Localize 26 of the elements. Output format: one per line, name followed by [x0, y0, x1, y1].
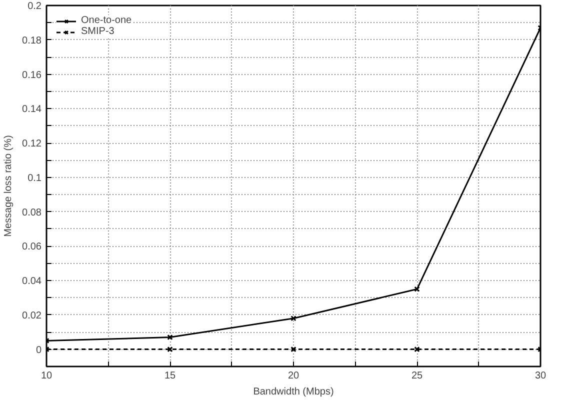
legend-label: SMIP-3: [81, 26, 114, 37]
y-tick-label: 0: [36, 344, 42, 356]
y-axis-title: Message loss ratio (%): [3, 135, 14, 237]
point: [290, 346, 296, 352]
x-tick-label: 25: [411, 370, 423, 382]
y-tick-label: 0.16: [22, 70, 42, 81]
x-axis-title: Bandwidth (Mbps): [253, 386, 334, 398]
point: [167, 346, 173, 352]
y-tick-label: 0.18: [22, 35, 42, 46]
y-tick-label: 0.2: [28, 1, 42, 12]
y-tick-label: 0.02: [22, 310, 42, 322]
x-tick-label: 30: [534, 370, 546, 382]
point: [290, 315, 296, 322]
x-tick-label: 10: [40, 370, 52, 382]
point: [414, 286, 420, 292]
y-tick-label: 0.14: [22, 104, 42, 116]
y-tick-label: 0.06: [22, 242, 42, 253]
legend-label: One-to-one: [81, 15, 132, 26]
y-tick-label: 0.1: [28, 172, 42, 184]
x-tick-label: 15: [164, 370, 176, 382]
y-tick-label: 0.12: [22, 138, 42, 150]
point: [167, 334, 173, 340]
y-tick-label: 0.08: [22, 207, 42, 218]
x-tick-label: 20: [288, 370, 300, 382]
y-tick-label: 0.04: [22, 276, 42, 288]
point: [414, 346, 420, 352]
